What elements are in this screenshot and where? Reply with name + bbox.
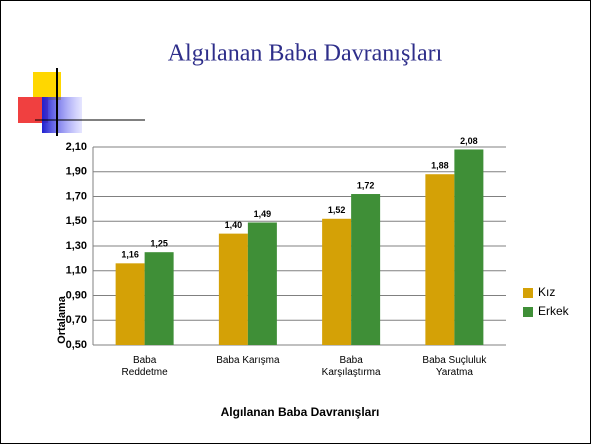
x-tick-label: Baba Reddetme [122,355,169,378]
bar [351,194,381,345]
bar [218,233,248,345]
y-tick-label: 1,10 [66,265,87,277]
y-tick-label: 0,70 [66,314,87,326]
y-tick-label: 1,70 [66,190,87,202]
x-tick-label-line: Baba Suçluluk [422,355,487,366]
bar [115,263,145,345]
y-tick-label: 1,90 [66,166,87,178]
x-tick-label: Baba Suçluluk Yaratma [422,355,487,378]
legend-label: Erkek [538,304,570,318]
x-tick-label-line: Baba Karışma [216,355,280,366]
x-tick-label-line: Reddetme [122,367,169,378]
slide-title: Algılanan Baba Davranışları [168,41,443,67]
x-tick-label: Baba Karışma [216,355,280,366]
value-label: 1,40 [225,220,243,230]
legend-label: Kız [538,285,555,299]
bar [322,218,352,345]
bar [144,252,174,345]
bar [454,149,484,345]
x-tick-label: Baba Karşılaştırma [322,355,381,378]
value-label: 1,16 [121,250,139,260]
x-tick-label-line: Baba [339,355,363,366]
bar [425,174,455,345]
legend-swatch [523,307,533,317]
deco-blue [42,97,82,133]
value-label: 1,25 [150,239,168,249]
value-label: 2,08 [460,136,478,146]
y-tick-label: 0,90 [66,289,87,301]
x-axis-title: Algılanan Baba Davranışları [221,405,380,419]
y-tick-label: 1,30 [66,240,87,252]
bar [247,222,277,345]
value-label: 1,72 [357,180,375,190]
value-label: 1,52 [328,205,346,215]
legend-swatch [523,288,533,298]
x-tick-label-line: Baba [133,355,157,366]
y-axis-title: Ortalama [56,295,68,344]
y-tick-label: 2,10 [66,141,87,153]
x-tick-label-line: Karşılaştırma [322,367,381,378]
y-tick-label: 1,50 [66,215,87,227]
x-tick-label-line: Yaratma [436,367,473,378]
value-label: 1,88 [431,161,449,171]
value-label: 1,49 [254,209,272,219]
y-tick-label: 0,50 [66,339,87,351]
